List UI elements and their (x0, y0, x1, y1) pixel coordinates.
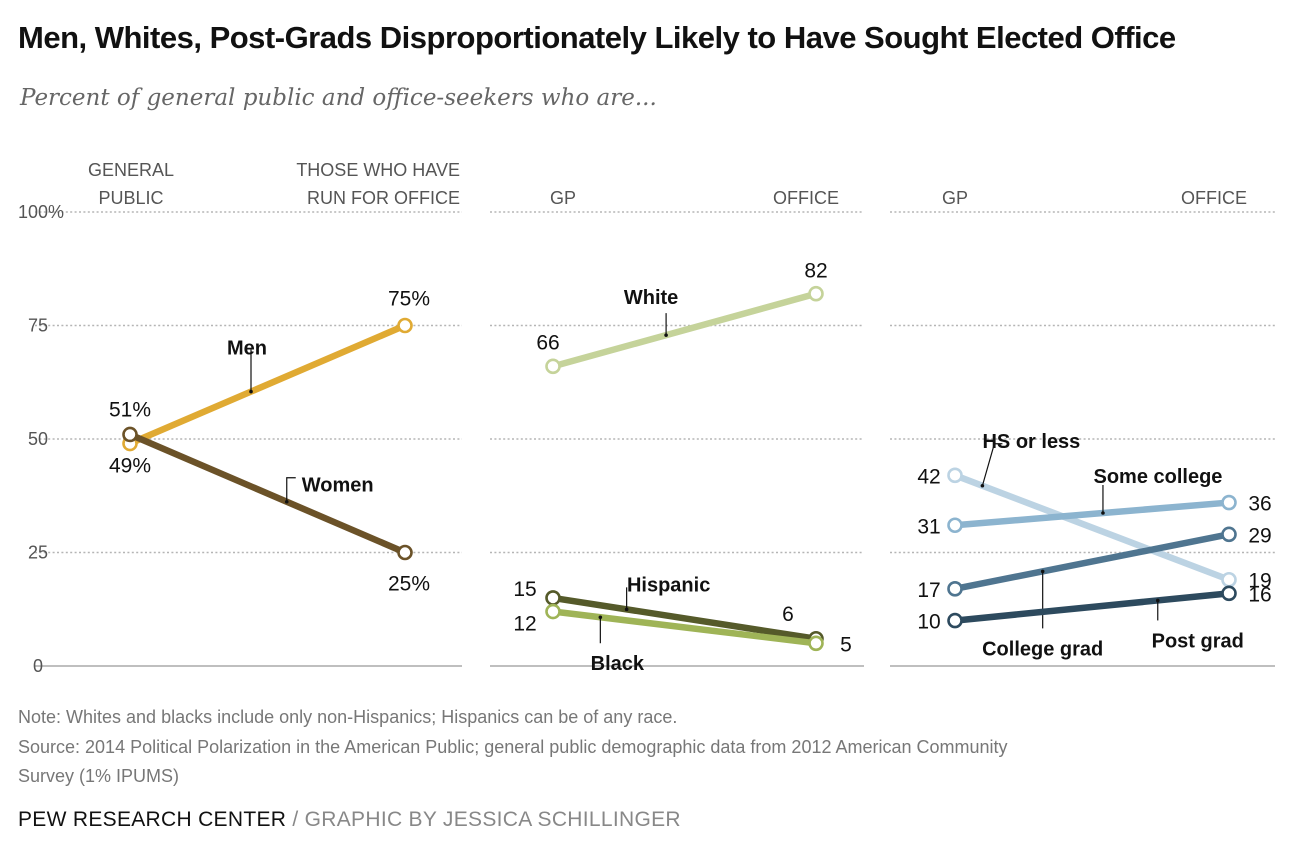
series-label: College grad (982, 638, 1103, 660)
data-label: 19 (1248, 570, 1271, 593)
data-point (1221, 526, 1237, 543)
series-label: White (624, 287, 678, 309)
data-point (947, 517, 963, 534)
y-tick-label: 0 (33, 656, 43, 676)
leader-dot (664, 333, 668, 337)
y-tick-label: 100% (18, 202, 64, 222)
footer-credit: GRAPHIC BY JESSICA SCHILLINGER (304, 808, 681, 831)
chart-subtitle: Percent of general public and office-see… (20, 85, 657, 111)
series-label: Post grad (1152, 630, 1244, 652)
data-label: 6 (782, 603, 794, 626)
data-point (1221, 585, 1237, 602)
series-label: Men (227, 338, 267, 360)
data-label: 31 (917, 515, 940, 538)
footer: PEW RESEARCH CENTER / GRAPHIC BY JESSICA… (18, 808, 681, 832)
data-point (545, 358, 561, 375)
series-label: Some college (1093, 466, 1222, 488)
y-tick-label: 50 (28, 429, 48, 449)
chart-source-cont: Survey (1% IPUMS) (18, 766, 180, 786)
x-column-header: GP (942, 188, 968, 208)
data-label: 5 (840, 633, 852, 656)
x-column-header: OFFICE (773, 188, 839, 208)
leader-dot (249, 389, 253, 394)
series-label: Women (302, 475, 374, 497)
x-column-header: THOSE WHO HAVE RUN FOR OFFICE (296, 160, 460, 208)
leader-line (286, 477, 296, 502)
data-label: 42 (917, 465, 940, 488)
data-point (397, 544, 413, 561)
series-label: HS or less (982, 431, 1080, 453)
data-point (1221, 571, 1237, 588)
data-label: 49% (109, 455, 151, 478)
series-line-post-grad (951, 590, 1233, 624)
data-point (1221, 494, 1237, 511)
series-line-some-college (951, 499, 1233, 529)
x-column-header: OFFICE (1181, 188, 1247, 208)
chart-note: Note: Whites and blacks include only non… (18, 707, 678, 727)
data-point (947, 612, 963, 629)
x-column-header: GENERAL PUBLIC (88, 160, 174, 208)
data-label: 15 (513, 578, 536, 601)
data-label: 82 (804, 260, 827, 283)
data-point (808, 635, 824, 652)
footer-org: PEW RESEARCH CENTER (18, 808, 287, 831)
y-tick-label: 75 (28, 316, 48, 336)
y-tick-label: 25 (28, 543, 48, 563)
series-label: Black (591, 653, 645, 675)
leader-dot (980, 483, 985, 488)
data-label: 36 (1248, 493, 1271, 516)
data-label: 16 (1248, 583, 1271, 606)
series-line-college-grad (951, 531, 1233, 593)
series-label: Hispanic (627, 574, 710, 596)
series-line-black (549, 608, 820, 647)
series-line-hs-or-less (951, 472, 1233, 583)
data-point (808, 285, 824, 302)
leader-line (981, 443, 1003, 486)
footer-separator: / (286, 808, 305, 831)
data-point (947, 581, 963, 597)
data-label: 66 (536, 331, 559, 354)
series-line-women (126, 431, 409, 556)
data-point (122, 426, 138, 443)
data-point (397, 317, 413, 334)
data-point (545, 590, 561, 606)
x-column-header: GP (550, 188, 576, 208)
data-point (947, 467, 963, 484)
series-line-white (549, 290, 820, 370)
data-label: 51% (109, 398, 151, 421)
data-label: 25% (388, 573, 430, 596)
data-label: 17 (917, 579, 940, 602)
data-label: 10 (917, 611, 940, 634)
chart-title: Men, Whites, Post-Grads Disproportionate… (18, 20, 1176, 55)
series-line-men (126, 322, 409, 447)
data-label: 12 (513, 613, 536, 636)
data-point (545, 603, 561, 620)
data-label: 29 (1248, 524, 1271, 547)
chart-source: Source: 2014 Political Polarization in t… (18, 737, 1008, 757)
data-label: 75% (388, 288, 430, 311)
series-line-hispanic (549, 594, 820, 643)
